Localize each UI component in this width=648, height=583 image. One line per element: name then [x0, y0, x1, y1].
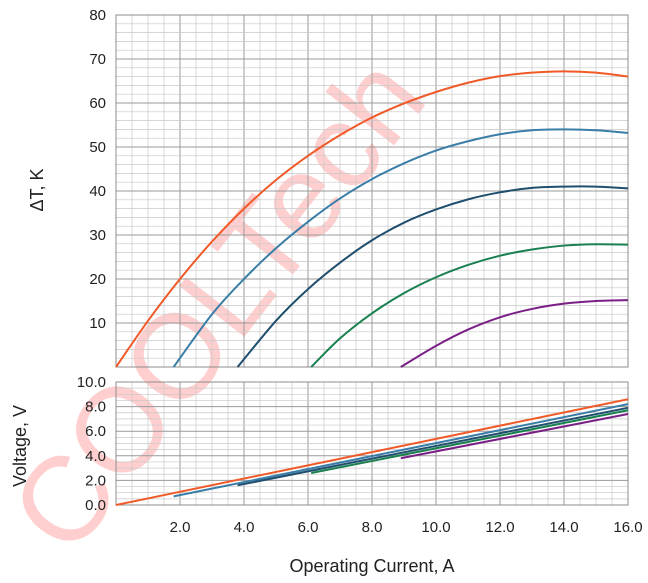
plot-frame-1: [115, 381, 629, 506]
series-line-0-3: [310, 243, 629, 368]
grid-1: [115, 381, 629, 506]
top-y-axis-title: ΔT, K: [27, 168, 47, 211]
x-axis-title: Operating Current, A: [289, 556, 454, 576]
series-line-1-0: [115, 398, 629, 506]
x-tick-label: 8.0: [362, 519, 383, 536]
series-line-0-1: [172, 128, 629, 368]
series-line-1-4: [400, 412, 629, 460]
y-tick-label: 80: [89, 7, 106, 24]
series-line-1-3: [311, 409, 629, 475]
y-tick-label: 6.0: [85, 423, 106, 440]
x-tick-label: 12.0: [485, 519, 514, 536]
y-tick-label: 50: [89, 139, 106, 156]
x-tick-label: 2.0: [170, 519, 191, 536]
y-tick-label: 10: [89, 315, 106, 332]
y-tick-label: 30: [89, 227, 106, 244]
plot-frame-0: [115, 14, 629, 368]
x-tick-label: 6.0: [298, 519, 319, 536]
x-tick-label: 16.0: [613, 519, 642, 536]
watermark-text: COOLTech: [0, 33, 450, 576]
series-line-0-4: [400, 299, 629, 368]
y-tick-label: 0.0: [85, 497, 106, 514]
series-line-0-2: [236, 185, 629, 368]
series-line-1-1: [173, 403, 629, 498]
series-line-1-2: [237, 406, 629, 487]
bottom-y-axis-title: Voltage, V: [10, 405, 30, 487]
x-tick-label: 14.0: [549, 519, 578, 536]
x-tick-label: 4.0: [234, 519, 255, 536]
y-tick-label: 2.0: [85, 472, 106, 489]
y-tick-label: 8.0: [85, 399, 106, 416]
grid-0: [115, 14, 629, 368]
y-tick-label: 40: [89, 183, 106, 200]
delta-t-panel: 10 20 30 40 50 60 70 80: [89, 7, 629, 368]
y-tick-label: 4.0: [85, 448, 106, 465]
y-tick-label: 60: [89, 95, 106, 112]
y-tick-label: 70: [89, 51, 106, 68]
y-tick-label: 10.0: [77, 374, 106, 391]
watermark: COOLTech: [0, 33, 450, 576]
x-tick-label: 10.0: [421, 519, 450, 536]
y-tick-label: 20: [89, 271, 106, 288]
voltage-panel: 0.0 2.0 4.0 6.0 8.0 10.0 2.0 4.0 6.0 8.0 10.0 12.0 1…: [77, 374, 643, 536]
series-line-0-0: [115, 70, 629, 368]
